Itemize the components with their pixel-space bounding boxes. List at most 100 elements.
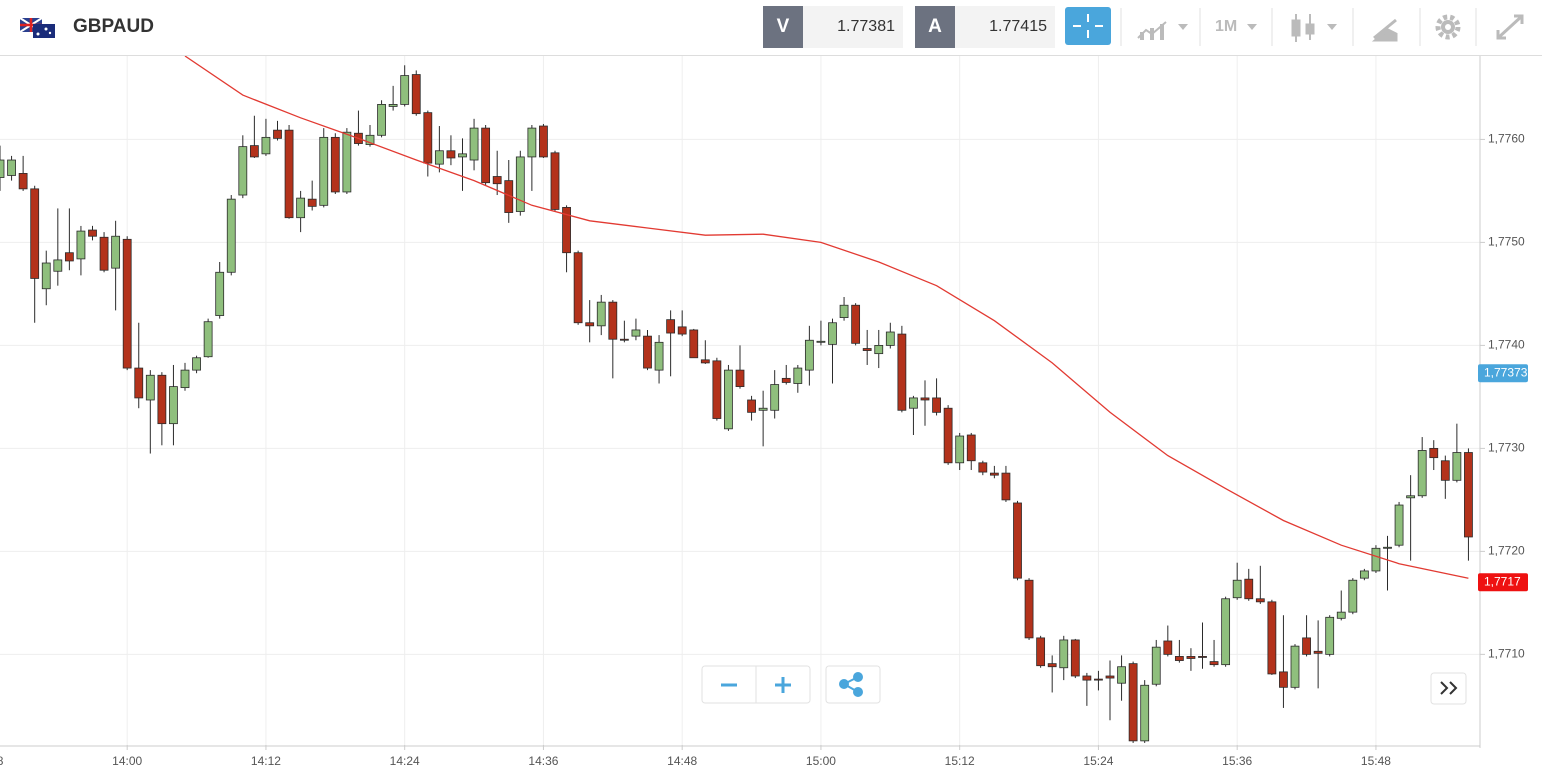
candle-body bbox=[1094, 678, 1103, 681]
zoom-in-button[interactable] bbox=[775, 677, 791, 693]
candle-body bbox=[1198, 656, 1207, 658]
header: GBPAUD V 1.77381 A 1.77415 1M bbox=[0, 0, 1542, 56]
candle-body bbox=[342, 131, 352, 193]
candle-body bbox=[1163, 640, 1173, 655]
candle-body bbox=[1013, 502, 1022, 579]
candle-body bbox=[1279, 671, 1288, 688]
share-icon bbox=[839, 672, 863, 697]
candle-body bbox=[932, 397, 941, 413]
candle-body bbox=[631, 329, 641, 337]
y-tick-label: 1,7740 bbox=[1488, 338, 1525, 352]
ask-value: 1.77415 bbox=[989, 18, 1047, 35]
x-tick-label: 14:00 bbox=[112, 754, 142, 768]
candle-body bbox=[1082, 675, 1092, 681]
fullscreen-button[interactable] bbox=[1496, 14, 1524, 40]
candle-body bbox=[169, 386, 178, 425]
candle-body bbox=[400, 75, 410, 105]
y-tick-label: 1,7730 bbox=[1488, 441, 1525, 455]
bid-label: V bbox=[777, 16, 790, 37]
bid-button[interactable] bbox=[763, 6, 803, 48]
candle-body bbox=[1209, 661, 1219, 666]
candle-body bbox=[53, 259, 63, 272]
candle-body bbox=[481, 127, 491, 184]
candle-body bbox=[1255, 598, 1265, 603]
ask-button[interactable] bbox=[915, 6, 955, 48]
candle-body bbox=[76, 230, 86, 260]
bid-value: 1.77381 bbox=[837, 18, 895, 35]
y-tick-label: 1,7750 bbox=[1488, 235, 1525, 249]
candle-body bbox=[261, 136, 271, 155]
candle-body bbox=[735, 369, 745, 387]
candle-body bbox=[1059, 639, 1069, 669]
candle-body bbox=[828, 322, 837, 345]
x-tick-label: 13:48 bbox=[0, 754, 4, 768]
settings-button[interactable] bbox=[1435, 14, 1461, 40]
candle-body bbox=[365, 134, 375, 145]
candle-body bbox=[319, 136, 329, 206]
candle-body bbox=[99, 236, 109, 271]
candle-body bbox=[215, 271, 225, 316]
candle-body bbox=[1151, 646, 1161, 685]
scroll-right-button[interactable] bbox=[1430, 672, 1467, 705]
scroll-right-icon bbox=[1440, 681, 1458, 695]
candle-body bbox=[562, 206, 571, 254]
candle-body bbox=[1336, 611, 1346, 619]
flag-icon bbox=[19, 17, 55, 38]
x-tick-label: 14:24 bbox=[390, 754, 420, 768]
candle-body bbox=[434, 150, 444, 165]
candle-body bbox=[1174, 656, 1184, 661]
candle-body bbox=[64, 252, 74, 262]
x-tick-label: 15:24 bbox=[1083, 754, 1113, 768]
candle-body bbox=[1429, 447, 1439, 459]
candle-body bbox=[307, 198, 317, 207]
candle-body bbox=[192, 357, 201, 371]
candle-body bbox=[226, 198, 236, 273]
candle-body bbox=[527, 127, 537, 158]
candle-body bbox=[596, 301, 606, 327]
x-tick-label: 14:36 bbox=[528, 754, 558, 768]
candle-body bbox=[1140, 684, 1150, 742]
share-button[interactable] bbox=[825, 665, 881, 704]
candle-body bbox=[885, 331, 895, 346]
candle-type-button[interactable] bbox=[1291, 14, 1337, 42]
price-tag bbox=[1478, 364, 1528, 383]
candle-body bbox=[273, 129, 282, 139]
candle-body bbox=[1036, 637, 1046, 667]
candle-body bbox=[458, 153, 467, 158]
candle-body bbox=[1440, 460, 1450, 481]
candle-body bbox=[1047, 663, 1057, 668]
candle-body bbox=[1383, 546, 1392, 549]
candle-body bbox=[862, 348, 872, 351]
draw-tool-button[interactable] bbox=[1371, 18, 1398, 42]
candle-body bbox=[18, 173, 28, 190]
timeframe-button[interactable]: 1M bbox=[1215, 18, 1257, 35]
candle-body bbox=[180, 369, 190, 389]
candle-body bbox=[41, 262, 51, 290]
candle-body bbox=[284, 129, 294, 219]
x-tick-label: 14:48 bbox=[667, 754, 697, 768]
candle-body bbox=[839, 304, 849, 318]
crosshair-button[interactable] bbox=[1065, 7, 1111, 45]
candle-body bbox=[1117, 666, 1126, 684]
candle-body bbox=[1244, 578, 1254, 600]
candle-body bbox=[515, 156, 525, 212]
candle-body bbox=[851, 304, 861, 344]
candle-body bbox=[1105, 675, 1115, 679]
axes: 1,7710 1,7720 1,7730 1,7740 1,7750 1,7760 13:4… bbox=[0, 56, 1528, 768]
candle-body bbox=[966, 434, 976, 462]
candle-body bbox=[411, 74, 421, 115]
candle-body bbox=[666, 319, 676, 334]
moving-average-line bbox=[184, 56, 1469, 579]
candle-body bbox=[978, 462, 988, 473]
candle-body bbox=[296, 197, 306, 219]
candle-body bbox=[0, 159, 5, 178]
chart-type-button[interactable] bbox=[1137, 21, 1188, 40]
candle-body bbox=[920, 397, 930, 401]
candle-body bbox=[1221, 598, 1231, 666]
candle-body bbox=[897, 333, 907, 411]
candle-body bbox=[724, 369, 733, 430]
candle-body bbox=[1290, 645, 1300, 688]
candle-body bbox=[249, 145, 259, 158]
x-tick-label: 15:00 bbox=[806, 754, 836, 768]
